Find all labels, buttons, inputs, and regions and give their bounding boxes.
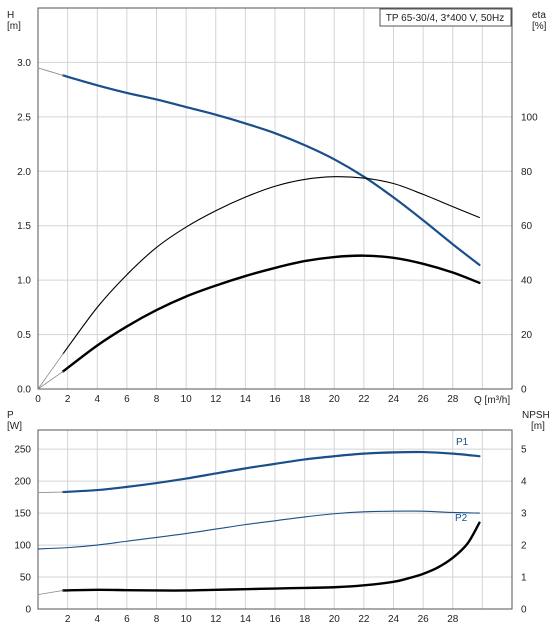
top-right-tick-label: 40 [521, 276, 533, 287]
bottom-series-p1-p-line-0 [62, 450, 481, 494]
top-series-h-line-0 [62, 74, 481, 266]
top-ticks: 0 2 4 6 8 10 12 14 16 18 20 22 24 26 280.00.51.01.52.0… [17, 58, 538, 405]
bottom-x-tick-label: 4 [94, 614, 100, 624]
p-axis-unit: [W] [7, 421, 22, 432]
top-panel: 0 2 4 6 8 10 12 14 16 18 20 22 24 26 280.00.51.01.52.0… [7, 7, 547, 406]
top-x-tick-label: 4 [94, 394, 100, 405]
top-series-layer [37, 67, 481, 390]
top-right-tick-label: 60 [521, 221, 533, 232]
top-right-tick-label: 100 [521, 112, 538, 123]
npsh-axis-unit: [m] [531, 421, 545, 432]
top-left-tick-label: 2.5 [17, 112, 31, 123]
bottom-series-p-line-1 [37, 491, 64, 494]
top-x-tick-label: 6 [124, 394, 130, 405]
top-x-tick-label: 22 [358, 394, 370, 405]
top-left-tick-label: 1.0 [17, 276, 31, 287]
npsh-axis-name: NPSH [522, 410, 550, 421]
bottom-x-tick-label: 6 [124, 614, 130, 624]
bottom-x-tick-label: 8 [154, 614, 160, 624]
h-axis-unit: [m] [7, 21, 21, 32]
top-left-tick-label: 1.5 [17, 221, 31, 232]
bottom-right-tick-label: 4 [521, 477, 527, 488]
eta-axis-name: eta [532, 10, 546, 21]
bottom-x-tick-label: 12 [210, 614, 222, 624]
bottom-series-layer [37, 450, 481, 596]
top-right-tick-label: 80 [521, 167, 533, 178]
bottom-series-npsh-line-4 [37, 590, 64, 596]
top-x-tick-label: 28 [447, 394, 459, 405]
top-x-tick-label: 2 [65, 394, 71, 405]
bottom-right-tick-label: 3 [521, 509, 527, 520]
top-x-tick-label: 14 [240, 394, 252, 405]
p-axis-name: P [7, 410, 14, 421]
top-x-tick-label: 8 [154, 394, 160, 405]
bottom-x-tick-label: 2 [65, 614, 71, 624]
top-x-tick-label: 18 [299, 394, 311, 405]
top-series-eta-line-4 [37, 353, 64, 390]
bottom-series-p2-p-line-2 [37, 510, 480, 550]
bottom-left-tick-label: 100 [14, 541, 31, 552]
top-x-tick-label: 0 [35, 394, 41, 405]
top-left-tick-label: 3.0 [17, 58, 31, 69]
bottom-left-tick-label: 200 [14, 477, 31, 488]
eta-axis-unit: [%] [532, 21, 547, 32]
bottom-x-tick-label: 24 [388, 614, 400, 624]
bottom-x-tick-label: 14 [240, 614, 252, 624]
bottom-x-tick-label: 26 [418, 614, 430, 624]
top-x-tick-label: 20 [329, 394, 341, 405]
top-series-eta-line-3 [61, 254, 481, 373]
q-axis-label: Q [m³/h] [474, 395, 510, 406]
bottom-right-tick-label: 5 [521, 445, 527, 456]
top-x-tick-label: 24 [388, 394, 400, 405]
top-left-tick-label: 0.5 [17, 330, 31, 341]
bottom-right-tick-label: 0 [521, 605, 527, 616]
bottom-x-tick-label: 18 [299, 614, 311, 624]
h-axis-name: H [7, 10, 14, 21]
chart-title: TP 65-30/4, 3*400 V, 50Hz [386, 13, 504, 24]
top-series-eta-line-2 [62, 176, 480, 355]
top-right-tick-label: 0 [521, 385, 527, 396]
bottom-x-tick-label: 22 [358, 614, 370, 624]
bottom-left-tick-label: 0 [25, 605, 31, 616]
top-x-tick-label: 26 [418, 394, 430, 405]
bottom-series-npsh-line-3 [61, 521, 481, 592]
top-left-tick-label: 0.0 [17, 385, 31, 396]
bottom-ticks: 2 4 6 8 10 12 14 16 18 20 22 24 26 280501001502002500… [14, 445, 527, 624]
top-x-tick-label: 12 [210, 394, 222, 405]
bottom-left-tick-label: 150 [14, 509, 31, 520]
title-box [379, 8, 512, 27]
series-label-p1: P1 [456, 437, 469, 448]
top-x-tick-label: 16 [269, 394, 281, 405]
bottom-left-tick-label: 50 [20, 573, 32, 584]
bottom-x-tick-label: 16 [269, 614, 281, 624]
top-series-h-line-1 [37, 67, 64, 76]
bottom-x-tick-label: 10 [181, 614, 193, 624]
bottom-panel: 2 4 6 8 10 12 14 16 18 20 22 24 26 280501001502002500… [7, 410, 550, 624]
bottom-x-tick-label: 28 [447, 614, 459, 624]
top-series-eta-line-5 [37, 370, 64, 390]
bottom-right-tick-label: 1 [521, 573, 527, 584]
bottom-x-tick-label: 20 [329, 614, 341, 624]
bottom-plot-frame [37, 429, 513, 610]
bottom-left-tick-label: 250 [14, 445, 31, 456]
top-plot-frame [37, 7, 513, 390]
top-right-tick-label: 20 [521, 330, 533, 341]
series-label-p2: P2 [455, 513, 468, 524]
top-left-tick-label: 2.0 [17, 167, 31, 178]
bottom-right-tick-label: 2 [521, 541, 527, 552]
top-x-tick-label: 10 [181, 394, 193, 405]
top-grid [38, 8, 512, 389]
bottom-grid [38, 430, 512, 609]
